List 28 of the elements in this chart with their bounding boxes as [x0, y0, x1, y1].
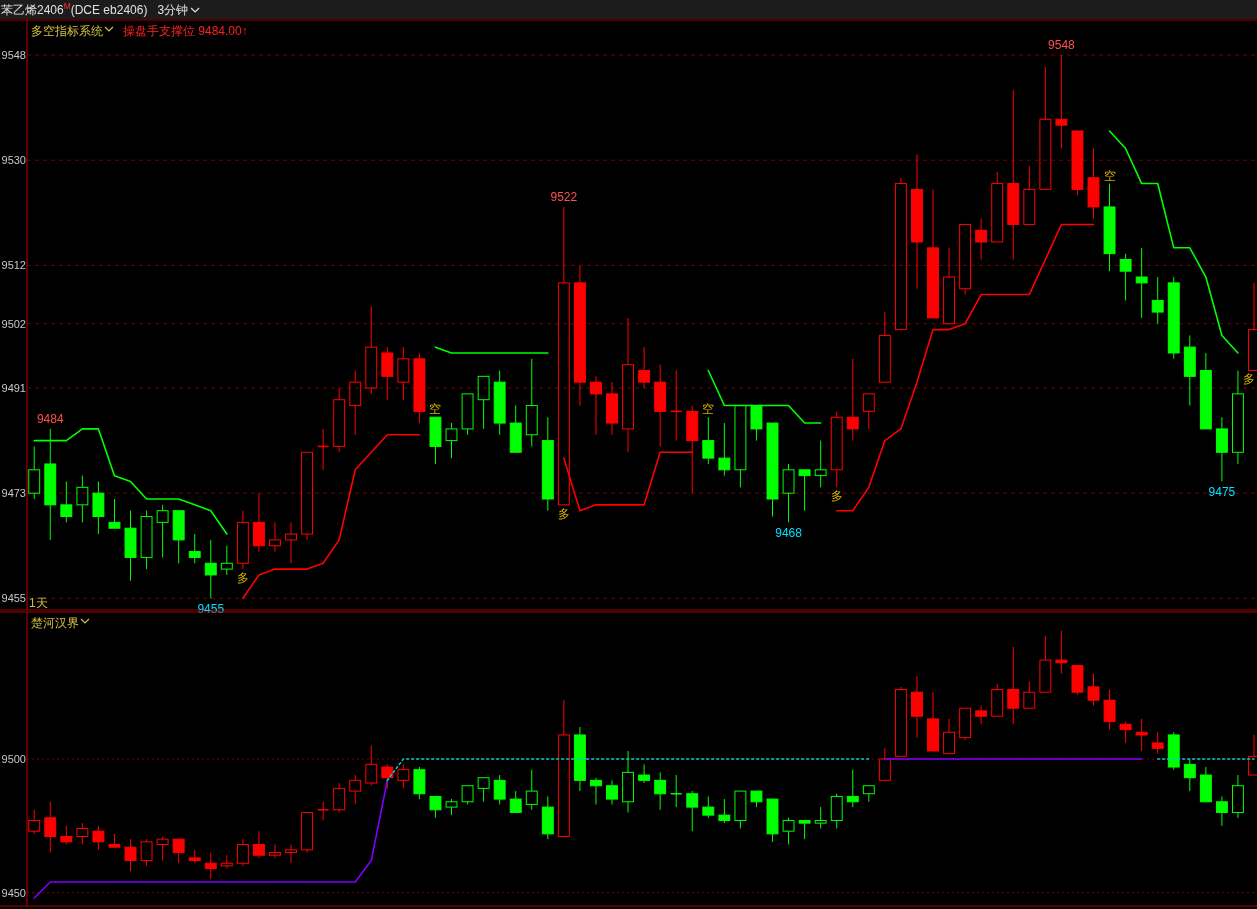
annotation: 空 [1103, 168, 1116, 183]
text: 9468 [775, 526, 802, 541]
annotation: 空 [429, 402, 442, 417]
y-tick-label: 9491 [1, 382, 26, 395]
chart-subtitle: 3分钟 [157, 3, 189, 17]
text: 9475 [1208, 485, 1236, 500]
annotation: 多 [830, 489, 843, 504]
y-tick-label: 9473 [1, 487, 26, 500]
annotation: 多 [1243, 372, 1255, 387]
y-tick-label: 9450 [1, 886, 26, 899]
y-tick-label: 9512 [1, 259, 26, 272]
y-tick-label: 9455 [1, 592, 26, 605]
chart-title: 苯乙烯2406$^{M}$(DCE eb2406) [1, 1, 148, 17]
y-tick-label: 9548 [1, 49, 26, 62]
chart-title: 楚河汉界 [31, 616, 79, 630]
y-tick-label: 9500 [1, 753, 26, 765]
text: 9455 [197, 602, 225, 617]
annotation: 操盘手支撑位 9484.00↑ [123, 24, 248, 38]
y-tick-label: 9502 [1, 317, 26, 330]
annotation: 多 [236, 571, 249, 586]
text: 9522 [550, 189, 578, 204]
annotation: 多空指标系统 [31, 24, 103, 38]
annotation: 多 [557, 506, 570, 521]
annotation: 空 [702, 402, 715, 417]
text: 9484 [36, 411, 64, 426]
text: 9548 [1048, 38, 1075, 53]
y-tick-label: 9530 [1, 154, 26, 167]
annotation: 1天 [29, 596, 48, 610]
